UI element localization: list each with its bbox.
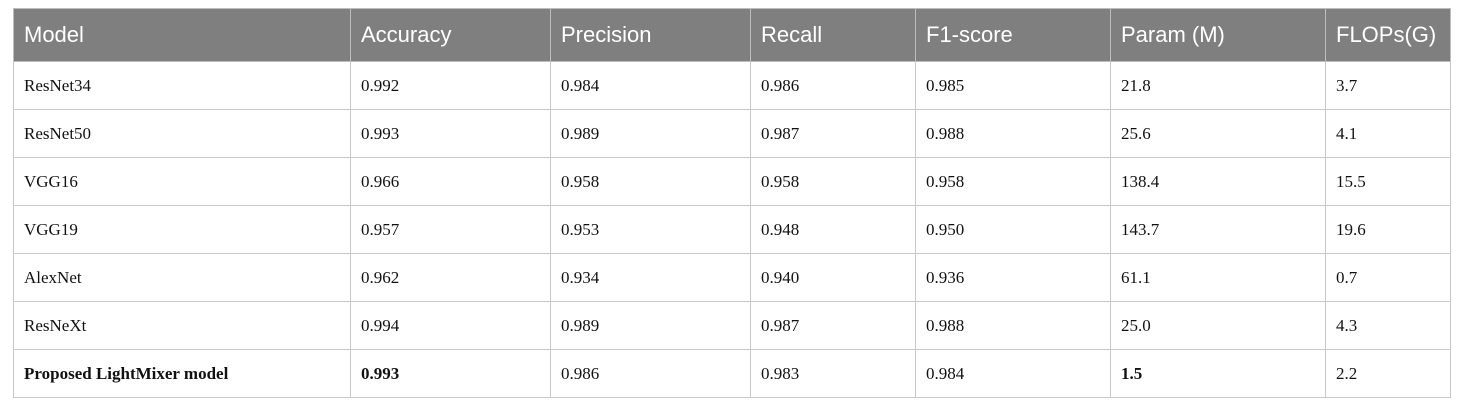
table-cell: 0.985 <box>915 61 1111 110</box>
results-table: Model Accuracy Precision Recall F1-score Para… <box>13 8 1451 398</box>
header-cell: Recall <box>750 8 916 62</box>
header-cell: Accuracy <box>350 8 551 62</box>
table-cell: 0.986 <box>750 61 916 110</box>
table-cell: 138.4 <box>1110 157 1326 206</box>
table-row: VGG19 0.957 0.953 0.948 0.950 143.7 19.6 <box>13 205 1451 254</box>
table-cell: 2.2 <box>1325 349 1451 398</box>
header-cell: Precision <box>550 8 751 62</box>
table-cell: 0.957 <box>350 205 551 254</box>
table-cell: 15.5 <box>1325 157 1451 206</box>
table-cell: 61.1 <box>1110 253 1326 302</box>
table-cell: ResNet34 <box>13 61 351 110</box>
table-cell: ResNet50 <box>13 109 351 158</box>
table-row: ResNeXt 0.994 0.989 0.987 0.988 25.0 4.3 <box>13 301 1451 350</box>
table-cell: 21.8 <box>1110 61 1326 110</box>
table-cell: 0.936 <box>915 253 1111 302</box>
table-cell: 0.950 <box>915 205 1111 254</box>
table-cell: 0.988 <box>915 109 1111 158</box>
table-cell: VGG19 <box>13 205 351 254</box>
table-cell: 0.966 <box>350 157 551 206</box>
table-cell: 0.7 <box>1325 253 1451 302</box>
table-cell: 4.3 <box>1325 301 1451 350</box>
table-cell: 0.993 <box>350 349 551 398</box>
header-cell: Model <box>13 8 351 62</box>
table-cell: 0.958 <box>750 157 916 206</box>
table-cell: 4.1 <box>1325 109 1451 158</box>
table-cell: 0.948 <box>750 205 916 254</box>
table-body: ResNet34 0.992 0.984 0.986 0.985 21.8 3.7 ResNe… <box>13 61 1451 398</box>
table-cell: 0.962 <box>350 253 551 302</box>
table-cell: 3.7 <box>1325 61 1451 110</box>
table-cell: 0.984 <box>915 349 1111 398</box>
table-cell: AlexNet <box>13 253 351 302</box>
table-cell: 0.987 <box>750 109 916 158</box>
table-cell: 0.958 <box>550 157 751 206</box>
table-cell: 0.984 <box>550 61 751 110</box>
header-row: Model Accuracy Precision Recall F1-score Para… <box>13 8 1451 62</box>
table-cell: 0.953 <box>550 205 751 254</box>
table-cell: ResNeXt <box>13 301 351 350</box>
table-cell: 0.993 <box>350 109 551 158</box>
table-cell: 25.6 <box>1110 109 1326 158</box>
table-cell: 1.5 <box>1110 349 1326 398</box>
table-cell: VGG16 <box>13 157 351 206</box>
table-cell: 0.934 <box>550 253 751 302</box>
table-cell: 0.989 <box>550 109 751 158</box>
table-row: VGG16 0.966 0.958 0.958 0.958 138.4 15.5 <box>13 157 1451 206</box>
table-cell: Proposed LightMixer model <box>13 349 351 398</box>
table-cell: 0.988 <box>915 301 1111 350</box>
table-cell: 0.940 <box>750 253 916 302</box>
table-cell: 0.987 <box>750 301 916 350</box>
table-cell: 0.986 <box>550 349 751 398</box>
table-cell: 25.0 <box>1110 301 1326 350</box>
table-cell: 143.7 <box>1110 205 1326 254</box>
table-cell: 0.958 <box>915 157 1111 206</box>
table-row: ResNet50 0.993 0.989 0.987 0.988 25.6 4.1 <box>13 109 1451 158</box>
table-row: Proposed LightMixer model 0.993 0.986 0.983… <box>13 349 1451 398</box>
table-row: AlexNet 0.962 0.934 0.940 0.936 61.1 0.7 <box>13 253 1451 302</box>
header-cell: FLOPs(G) <box>1325 8 1451 62</box>
table-row: ResNet34 0.992 0.984 0.986 0.985 21.8 3.7 <box>13 61 1451 110</box>
table-cell: 0.992 <box>350 61 551 110</box>
table-cell: 19.6 <box>1325 205 1451 254</box>
table-cell: 0.983 <box>750 349 916 398</box>
table-cell: 0.989 <box>550 301 751 350</box>
table-cell: 0.994 <box>350 301 551 350</box>
header-cell: F1-score <box>915 8 1111 62</box>
header-cell: Param (M) <box>1110 8 1326 62</box>
